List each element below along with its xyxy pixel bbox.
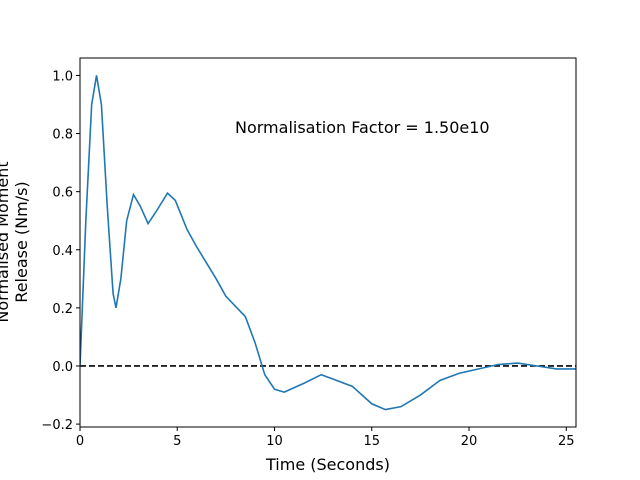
x-tick-label: 20 bbox=[461, 434, 478, 449]
y-tick-label: 0.4 bbox=[52, 244, 73, 259]
plot-frame bbox=[79, 57, 577, 428]
y-tick-label: 0.8 bbox=[52, 128, 73, 143]
x-tick-label: 5 bbox=[173, 434, 181, 449]
y-tick-label: −0.2 bbox=[41, 418, 73, 433]
x-tick-label: 0 bbox=[76, 434, 84, 449]
y-axis-label: Normalised Moment bbox=[0, 161, 12, 322]
line-series bbox=[80, 75, 576, 411]
x-tick-label: 25 bbox=[558, 434, 575, 449]
y-tick-label: 0.0 bbox=[52, 360, 73, 375]
y-tick-label: 0.2 bbox=[52, 302, 73, 317]
x-tick-label: 15 bbox=[363, 434, 380, 449]
x-axis-label: Time (Seconds) bbox=[265, 455, 390, 474]
y-tick-label: 1.0 bbox=[52, 69, 73, 84]
x-tick-label: 10 bbox=[266, 434, 283, 449]
y-axis-label: Release (Nm/s) bbox=[12, 181, 31, 302]
annotation: Normalisation Factor = 1.50e10 bbox=[235, 118, 490, 137]
y-tick-label: 0.6 bbox=[52, 186, 73, 201]
